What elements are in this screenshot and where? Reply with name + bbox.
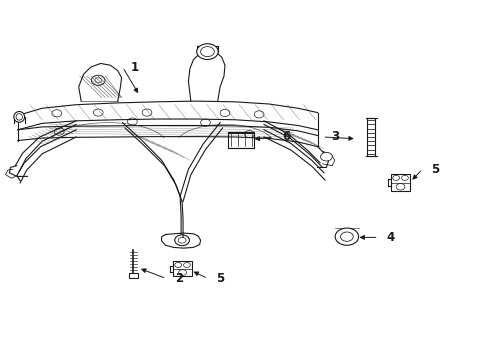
Circle shape bbox=[320, 152, 331, 161]
Bar bbox=[366, 118, 374, 156]
Bar bbox=[129, 273, 138, 278]
Text: 2: 2 bbox=[174, 272, 183, 285]
Text: 3: 3 bbox=[330, 130, 338, 144]
Text: 5: 5 bbox=[216, 272, 224, 285]
Ellipse shape bbox=[14, 112, 24, 122]
Text: 4: 4 bbox=[386, 231, 394, 244]
Text: 1: 1 bbox=[131, 60, 139, 73]
Circle shape bbox=[334, 228, 358, 245]
Circle shape bbox=[196, 44, 218, 59]
Bar bbox=[228, 134, 253, 148]
Bar bbox=[390, 174, 409, 192]
Text: 6: 6 bbox=[282, 130, 290, 144]
Bar bbox=[172, 261, 192, 276]
Text: 5: 5 bbox=[430, 163, 438, 176]
